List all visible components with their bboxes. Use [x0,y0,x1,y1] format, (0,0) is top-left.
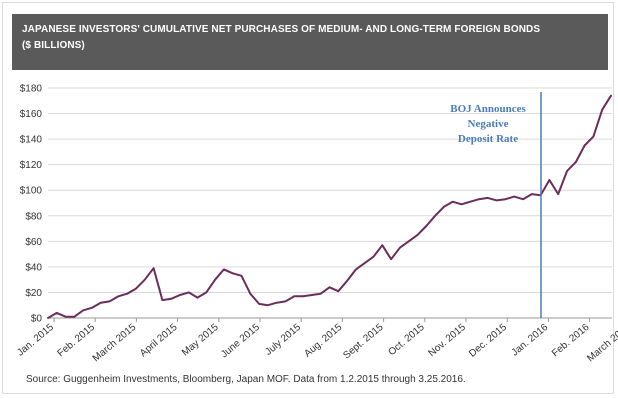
y-tick-label: $60 [25,237,42,248]
x-tick-label: Jan. 2015 [15,322,56,359]
y-tick-label: $100 [20,186,43,197]
x-tick-label: March 2015 [91,322,139,365]
y-tick-label: $180 [20,84,43,95]
source-note: Source: Guggenheim Investments, Bloomber… [26,374,466,385]
x-tick-label: Feb. 2016 [550,322,592,360]
chart-title-bar: JAPANESE INVESTORS' CUMULATIVE NET PURCH… [12,14,608,70]
y-tick-label: $20 [25,288,42,299]
x-tick-label: June 2015 [219,322,262,361]
y-tick-label: $140 [20,135,43,146]
annotation-label: BOJ Announces [450,103,526,115]
x-tick-label: Aug. 2015 [302,322,344,360]
series-line [47,94,612,319]
x-tick-label: April 2015 [138,322,180,360]
y-tick-label: $160 [20,109,43,120]
y-tick-label: $40 [25,262,42,273]
chart-title: JAPANESE INVESTORS' CUMULATIVE NET PURCH… [22,24,541,35]
y-tick-label: $120 [20,160,43,171]
x-tick-label: Sept. 2015 [341,322,385,362]
x-tick-label: Nov. 2015 [427,322,469,360]
x-tick-label: July 2015 [263,322,303,358]
y-tick-label: $0 [31,314,43,325]
y-tick-label: $80 [25,211,42,222]
annotation-label: Negative [468,118,509,130]
annotation-label: Deposit Rate [458,133,518,145]
x-tick-label: March 2016 [585,322,618,365]
x-tick-label: May 2015 [180,322,221,359]
x-tick-label: Oct. 2015 [386,322,427,359]
chart-subtitle: ($ BILLIONS) [22,40,85,51]
x-tick-label: Dec. 2015 [467,322,509,360]
x-tick-label: Jan. 2016 [510,322,551,359]
x-tick-label: Feb. 2015 [56,322,98,360]
